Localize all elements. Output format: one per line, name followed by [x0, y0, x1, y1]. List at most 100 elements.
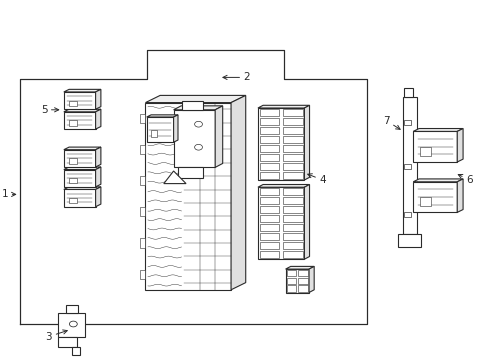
Bar	[283, 136, 302, 143]
Polygon shape	[231, 95, 245, 290]
Polygon shape	[173, 115, 178, 142]
Bar	[140, 113, 145, 123]
Polygon shape	[96, 167, 101, 187]
Bar	[177, 167, 202, 178]
Bar	[146, 117, 173, 142]
Polygon shape	[308, 266, 313, 292]
Polygon shape	[96, 89, 101, 109]
Bar	[403, 97, 416, 234]
Text: 3: 3	[45, 330, 67, 342]
Bar	[259, 224, 279, 231]
Polygon shape	[456, 179, 462, 212]
Bar	[283, 127, 302, 134]
Bar	[259, 215, 279, 222]
Polygon shape	[96, 147, 101, 167]
Bar	[283, 188, 302, 195]
Bar	[68, 158, 77, 163]
Bar	[283, 145, 302, 152]
Bar	[140, 176, 145, 185]
Bar	[412, 131, 456, 162]
Bar	[259, 233, 279, 240]
Bar	[140, 238, 145, 248]
Bar	[140, 270, 145, 279]
Bar	[259, 251, 279, 258]
Polygon shape	[63, 147, 101, 150]
Polygon shape	[304, 184, 309, 259]
Bar	[63, 170, 96, 187]
Bar	[259, 109, 279, 116]
Bar	[259, 172, 279, 179]
Polygon shape	[163, 171, 185, 184]
Circle shape	[69, 321, 77, 327]
Bar	[283, 224, 302, 231]
Bar	[412, 182, 456, 212]
Bar	[140, 145, 145, 154]
Bar	[298, 270, 307, 276]
Bar	[68, 178, 77, 183]
Polygon shape	[456, 129, 462, 162]
Bar	[283, 206, 302, 213]
Bar	[259, 163, 279, 170]
Text: 1: 1	[1, 189, 16, 199]
Polygon shape	[412, 179, 462, 182]
Bar	[173, 110, 215, 167]
Bar	[404, 120, 410, 125]
Bar	[286, 285, 296, 292]
Text: 2: 2	[223, 72, 250, 82]
Polygon shape	[258, 184, 309, 187]
Bar	[68, 198, 77, 203]
Bar	[258, 108, 304, 180]
Bar	[259, 188, 279, 195]
Bar	[63, 92, 96, 109]
Bar	[63, 189, 96, 207]
Polygon shape	[258, 105, 309, 108]
Bar	[286, 270, 296, 276]
Bar	[259, 154, 279, 161]
Bar	[404, 212, 410, 217]
Bar	[259, 136, 279, 143]
Bar	[182, 101, 203, 110]
Bar	[63, 150, 96, 167]
Bar	[259, 242, 279, 249]
Bar	[404, 88, 412, 97]
Polygon shape	[63, 109, 101, 112]
Polygon shape	[412, 129, 462, 131]
Bar	[286, 278, 296, 284]
Bar	[283, 109, 302, 116]
Polygon shape	[145, 95, 245, 103]
Bar	[258, 187, 304, 259]
Bar	[283, 215, 302, 222]
Bar	[63, 112, 96, 129]
Text: 4: 4	[307, 174, 325, 185]
Polygon shape	[215, 106, 222, 167]
Bar	[283, 118, 302, 125]
Bar	[145, 103, 230, 290]
Circle shape	[194, 121, 202, 127]
Bar	[285, 269, 308, 292]
Bar	[283, 163, 302, 170]
Bar	[283, 172, 302, 179]
Bar	[404, 164, 410, 169]
Bar	[150, 130, 157, 137]
Polygon shape	[96, 187, 101, 207]
Polygon shape	[63, 187, 101, 189]
Polygon shape	[63, 167, 101, 170]
Circle shape	[194, 144, 202, 150]
Bar	[66, 305, 78, 313]
Bar	[259, 145, 279, 152]
Bar	[140, 207, 145, 216]
Polygon shape	[173, 106, 222, 110]
Bar	[68, 121, 77, 126]
Bar	[283, 242, 302, 249]
Polygon shape	[304, 105, 309, 180]
Bar	[283, 197, 302, 204]
Text: 6: 6	[457, 175, 472, 185]
Bar	[283, 154, 302, 161]
Bar	[58, 313, 84, 337]
Polygon shape	[63, 89, 101, 92]
Bar	[419, 147, 430, 156]
Bar	[259, 197, 279, 204]
Polygon shape	[96, 109, 101, 129]
Bar	[259, 127, 279, 134]
Text: 5: 5	[41, 105, 59, 115]
